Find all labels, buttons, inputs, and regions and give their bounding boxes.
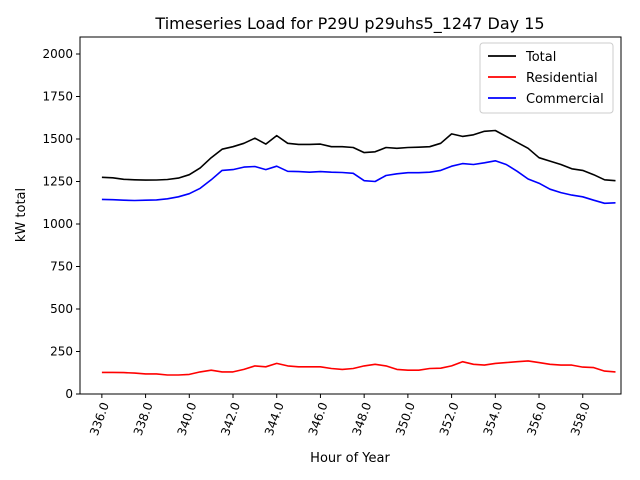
y-tick-label: 250 — [50, 345, 73, 359]
legend: Total Residential Commercial — [479, 42, 614, 114]
legend-label-residential: Residential — [526, 71, 598, 86]
plot-frame — [79, 36, 622, 395]
plot-lines — [101, 129, 616, 376]
y-tick-label: 1750 — [42, 90, 73, 104]
y-axis: 0 250 500 750 1000 1250 1500 1750 2000 — [42, 47, 80, 401]
series-line-commercial — [101, 160, 616, 205]
legend-label-total: Total — [525, 50, 556, 65]
chart-title: Timeseries Load for P29U p29uhs5_1247 Da… — [154, 14, 544, 34]
y-tick-label: 1500 — [42, 132, 73, 146]
y-tick-label: 750 — [50, 260, 73, 274]
y-tick-label: 0 — [65, 387, 73, 401]
y-tick-label: 1000 — [42, 217, 73, 231]
x-axis-label: Hour of Year — [310, 451, 390, 466]
y-tick-label: 1250 — [42, 175, 73, 189]
y-tick-label: 500 — [50, 302, 73, 316]
y-axis-label: kW total — [14, 188, 29, 242]
y-tick-label: 2000 — [42, 47, 73, 61]
series-line-total — [101, 129, 616, 182]
series-line-residential — [101, 360, 616, 376]
legend-box — [479, 42, 614, 114]
legend-label-commercial: Commercial — [526, 92, 604, 107]
